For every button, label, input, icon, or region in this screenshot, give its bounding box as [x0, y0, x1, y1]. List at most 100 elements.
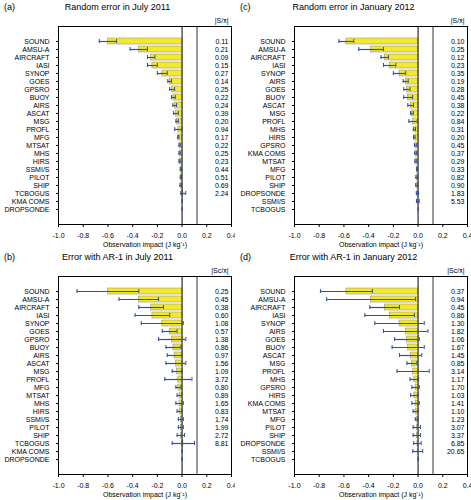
svg-text:SSMI/S: SSMI/S [262, 448, 286, 455]
svg-text:1.82: 1.82 [451, 328, 465, 335]
svg-text:0.0: 0.0 [177, 482, 187, 489]
svg-text:0.2: 0.2 [438, 482, 448, 489]
svg-text:-0.8: -0.8 [77, 232, 89, 239]
svg-text:-0.8: -0.8 [313, 232, 325, 239]
svg-text:-0.6: -0.6 [338, 232, 350, 239]
svg-text:0.22: 0.22 [451, 110, 465, 117]
svg-text:TCBOGUS: TCBOGUS [15, 190, 50, 197]
svg-text:1.70: 1.70 [451, 384, 465, 391]
svg-text:SSMI/S: SSMI/S [262, 198, 286, 205]
svg-text:SYNOP: SYNOP [25, 320, 50, 327]
svg-text:1.45: 1.45 [451, 352, 465, 359]
svg-text:0.44: 0.44 [215, 166, 229, 173]
svg-text:3.07: 3.07 [451, 424, 465, 431]
svg-text:0.37: 0.37 [451, 150, 465, 157]
svg-text:MFG: MFG [34, 384, 50, 391]
svg-text:0.90: 0.90 [451, 182, 465, 189]
svg-text:AIRCRAFT: AIRCRAFT [15, 54, 51, 61]
svg-text:0.4: 0.4 [227, 482, 235, 489]
svg-text:MHS: MHS [270, 376, 286, 383]
svg-text:SYNOP: SYNOP [261, 70, 286, 77]
svg-text:0.51: 0.51 [215, 174, 229, 181]
svg-text:-0.4: -0.4 [363, 232, 375, 239]
svg-text:2.72: 2.72 [215, 432, 229, 439]
svg-text:0.2: 0.2 [202, 232, 212, 239]
svg-text:AMSU-A: AMSU-A [258, 296, 286, 303]
svg-text:MTSAT: MTSAT [262, 408, 286, 415]
svg-text:0.25: 0.25 [451, 46, 465, 53]
svg-text:0.80: 0.80 [215, 384, 229, 391]
svg-text:-0.2: -0.2 [151, 232, 163, 239]
svg-text:MFG: MFG [34, 134, 50, 141]
svg-text:IASI: IASI [36, 312, 49, 319]
svg-text:0.29: 0.29 [451, 158, 465, 165]
svg-text:0.57: 0.57 [215, 328, 229, 335]
svg-text:1.67: 1.67 [451, 344, 465, 351]
svg-text:0.0: 0.0 [413, 482, 423, 489]
svg-text:SOUND: SOUND [260, 38, 285, 45]
svg-text:-0.2: -0.2 [387, 232, 399, 239]
svg-text:3.37: 3.37 [451, 432, 465, 439]
svg-text:-0.4: -0.4 [363, 482, 375, 489]
svg-text:GOES: GOES [265, 86, 286, 93]
svg-text:DROPSONDE: DROPSONDE [4, 456, 49, 463]
svg-text:SOUND: SOUND [24, 38, 49, 45]
svg-text:SSMI/S: SSMI/S [26, 166, 50, 173]
svg-text:1.30: 1.30 [451, 320, 465, 327]
svg-text:0.38: 0.38 [451, 102, 465, 109]
svg-text:0.25: 0.25 [215, 288, 229, 295]
svg-text:0.83: 0.83 [215, 408, 229, 415]
svg-text:1.65: 1.65 [215, 400, 229, 407]
svg-text:0.09: 0.09 [215, 54, 229, 61]
svg-text:0.4: 0.4 [227, 232, 235, 239]
svg-text:0.27: 0.27 [215, 70, 229, 77]
svg-text:SHIP: SHIP [269, 182, 286, 189]
svg-text:|Sc/x̄|: |Sc/x̄| [211, 267, 228, 275]
svg-text:0.25: 0.25 [215, 150, 229, 157]
svg-text:MTSAT: MTSAT [26, 142, 50, 149]
svg-text:MSG: MSG [270, 110, 286, 117]
svg-text:AMSU-A: AMSU-A [22, 46, 50, 53]
svg-text:MHS: MHS [270, 126, 286, 133]
svg-text:ASCAT: ASCAT [27, 360, 51, 367]
svg-text:20.65: 20.65 [447, 448, 465, 455]
svg-text:GOES: GOES [29, 328, 50, 335]
svg-text:6.85: 6.85 [451, 440, 465, 447]
svg-text:Observation impact (J kg⁻¹): Observation impact (J kg⁻¹) [339, 491, 423, 499]
svg-text:BUOY: BUOY [266, 344, 286, 351]
svg-text:-1.0: -1.0 [52, 482, 64, 489]
svg-text:0.24: 0.24 [215, 102, 229, 109]
svg-text:DROPSONDE: DROPSONDE [240, 190, 285, 197]
svg-text:GPSRO: GPSRO [24, 86, 50, 93]
svg-text:1.38: 1.38 [215, 336, 229, 343]
svg-text:0.22: 0.22 [215, 94, 229, 101]
svg-text:|S/x̄|: |S/x̄| [215, 17, 229, 25]
svg-text:0.19: 0.19 [451, 78, 465, 85]
svg-text:0.37: 0.37 [451, 288, 465, 295]
svg-text:0.33: 0.33 [451, 166, 465, 173]
svg-text:1.56: 1.56 [215, 360, 229, 367]
svg-text:PILOT: PILOT [265, 174, 286, 181]
svg-text:AIRCRAFT: AIRCRAFT [15, 304, 51, 311]
svg-text:-0.6: -0.6 [102, 482, 114, 489]
svg-text:AIRS: AIRS [33, 102, 50, 109]
svg-text:IASI: IASI [36, 62, 49, 69]
svg-text:AIRCRAFT: AIRCRAFT [251, 54, 287, 61]
svg-text:0.86: 0.86 [215, 344, 229, 351]
svg-text:0.0: 0.0 [413, 232, 423, 239]
svg-text:DROPSONDE: DROPSONDE [240, 440, 285, 447]
svg-text:AIRS: AIRS [269, 328, 286, 335]
svg-text:0.45: 0.45 [215, 296, 229, 303]
svg-text:SSMI/S: SSMI/S [26, 416, 50, 423]
svg-text:0.45: 0.45 [451, 94, 465, 101]
svg-text:0.85: 0.85 [451, 360, 465, 367]
svg-text:Observation impact (J kg⁻¹): Observation impact (J kg⁻¹) [339, 241, 423, 249]
svg-text:GPSRO: GPSRO [24, 336, 50, 343]
svg-text:-1.0: -1.0 [288, 482, 300, 489]
svg-text:1.41: 1.41 [451, 400, 465, 407]
svg-text:Observation impact (J kg⁻¹): Observation impact (J kg⁻¹) [103, 491, 187, 499]
svg-text:GOES: GOES [29, 78, 50, 85]
svg-text:0.14: 0.14 [215, 78, 229, 85]
svg-text:-0.6: -0.6 [102, 232, 114, 239]
svg-text:0.86: 0.86 [451, 312, 465, 319]
